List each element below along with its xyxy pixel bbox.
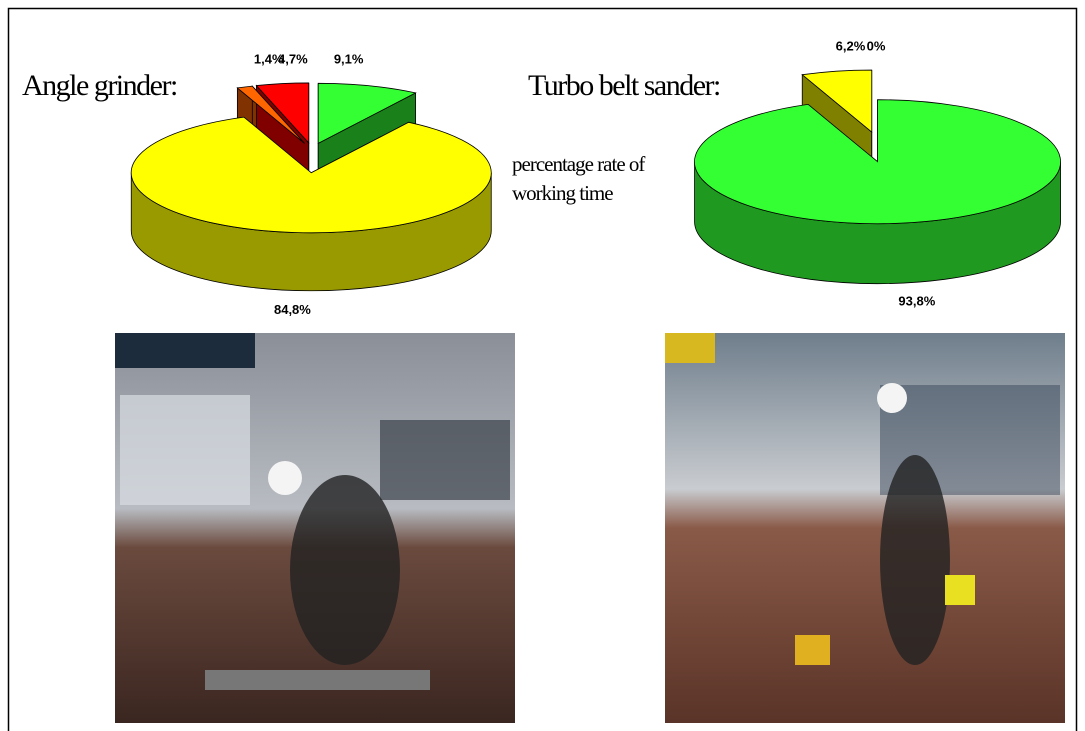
pie-slice [236, 85, 305, 144]
pie-labels: 9,1% 84,8% 1,4%4,7% [254, 51, 364, 316]
data-label: 1,4% [254, 51, 284, 66]
pie-slice [694, 99, 1061, 225]
data-label: 6,2% [836, 38, 866, 53]
photo-turbo-belt-sander [665, 333, 1065, 723]
chart-title: Angle grinder: [22, 69, 177, 102]
data-label: 0% [867, 38, 886, 53]
annotation: percentage rate of working time [512, 152, 645, 205]
photo-angle-grinder [115, 333, 515, 723]
data-label: 84,8% [274, 302, 311, 317]
pie-labels: 93,8% 6,2% 0% [836, 38, 936, 308]
pie-tops [130, 82, 492, 234]
data-label: 4,7% [278, 51, 308, 66]
pie-slice [801, 69, 873, 133]
data-label: 9,1% [334, 51, 364, 66]
frame [7, 7, 1078, 731]
pie-tops [694, 69, 1061, 225]
data-label: 93,8% [898, 294, 935, 309]
pie-slice [130, 116, 492, 234]
pie-slice [255, 82, 310, 144]
pie-slice [317, 82, 417, 144]
chart-title: Turbo belt sander: [528, 69, 720, 102]
